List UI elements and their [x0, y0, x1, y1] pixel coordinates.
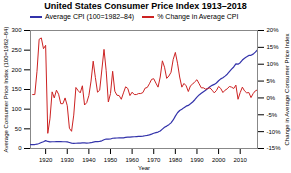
html-text:United States Consumer Price I: United States Consumer Price Index 1913–… — [44, 1, 247, 11]
svg-text:150: 150 — [11, 86, 22, 92]
svg-text:Change in Average Consumer Pri: Change in Average Consumer Price Index — [284, 34, 290, 146]
svg-text:250: 250 — [11, 47, 22, 53]
svg-text:-10%: -10% — [267, 129, 282, 135]
svg-text:1990: 1990 — [190, 157, 204, 163]
svg-text:5%: 5% — [267, 78, 276, 84]
svg-text:0: 0 — [18, 145, 22, 151]
svg-text:Year: Year — [138, 165, 150, 171]
svg-text:1960: 1960 — [125, 157, 139, 163]
html-text:% Change in Average CPI: % Change in Average CPI — [157, 13, 239, 20]
svg-text:15%: 15% — [267, 44, 280, 50]
html-text:Average CPI (100=1982–84): Average CPI (100=1982–84) — [45, 13, 135, 20]
svg-text:300: 300 — [11, 27, 22, 33]
svg-text:1920: 1920 — [39, 157, 53, 163]
svg-text:50: 50 — [15, 126, 22, 132]
svg-text:2000: 2000 — [212, 157, 226, 163]
svg-text:0%: 0% — [267, 95, 276, 101]
svg-text:20%: 20% — [267, 27, 280, 33]
svg-text:1940: 1940 — [82, 157, 96, 163]
svg-text:-5%: -5% — [267, 112, 278, 118]
svg-text:10%: 10% — [267, 61, 280, 67]
svg-text:1930: 1930 — [61, 157, 75, 163]
svg-text:1980: 1980 — [169, 157, 183, 163]
svg-text:-15%: -15% — [267, 145, 282, 151]
svg-text:100: 100 — [11, 106, 22, 112]
svg-text:Average Consumer Price Index (: Average Consumer Price Index (100=1982–8… — [3, 27, 9, 153]
svg-text:1970: 1970 — [147, 157, 161, 163]
svg-text:2010: 2010 — [234, 157, 248, 163]
svg-text:200: 200 — [11, 67, 22, 73]
svg-text:1950: 1950 — [104, 157, 118, 163]
